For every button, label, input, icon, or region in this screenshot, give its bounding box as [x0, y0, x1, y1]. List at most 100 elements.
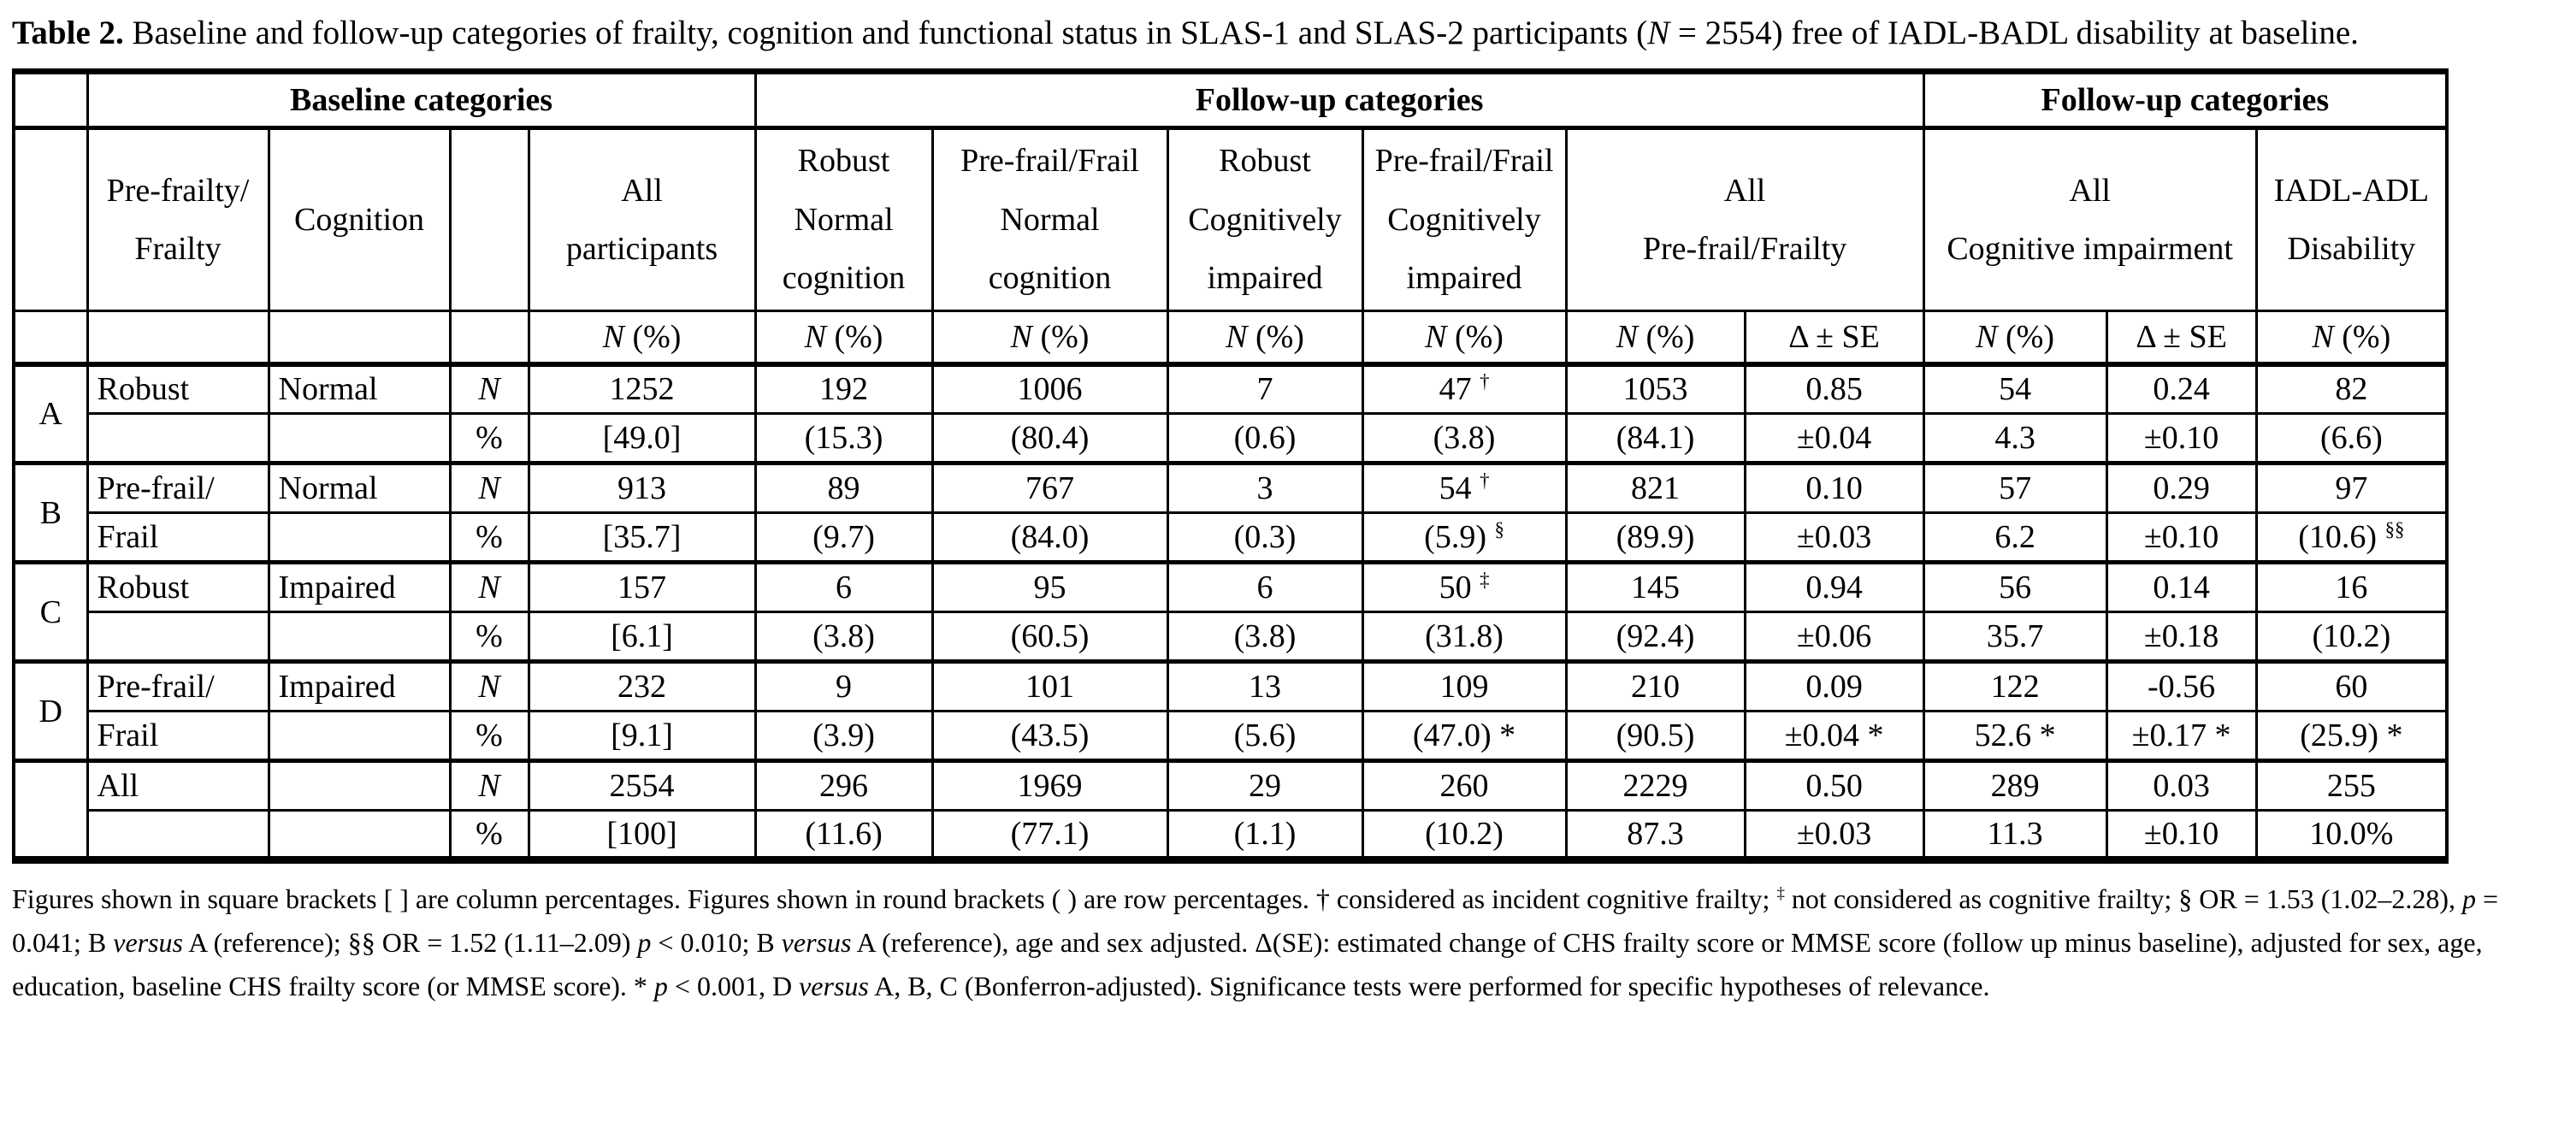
table-cell: Pre-frail/: [86, 463, 270, 515]
table-cell: 210: [1564, 661, 1746, 713]
table-row-pct: Frail% [9.1] (3.9) (43.5) (5.6) (47.0) * (90.5…: [14, 711, 2449, 761]
table-cell: (84.0): [931, 512, 1169, 563]
header-measure-cell: N (%): [1166, 310, 1364, 367]
table-cell: (92.4): [1564, 611, 1746, 662]
header-column-row: Pre-frailty/Frailty Cognition All participa…: [12, 127, 2449, 312]
table-cell: 87.3: [1564, 810, 1746, 860]
table-cell: 821: [1564, 463, 1746, 515]
table-cell: 0.29: [2105, 463, 2258, 515]
header-measure-cell: N (%): [1564, 310, 1746, 367]
header-measure-cell: N (%): [931, 310, 1169, 367]
table-cell: (15.3): [753, 413, 934, 464]
table-cell: 11.3: [1922, 810, 2108, 860]
table-cell: 109: [1361, 661, 1568, 713]
table-cell: (3.8): [1166, 611, 1364, 662]
table-cell: Frail: [86, 711, 270, 761]
table-cell: (5.9) §: [1361, 512, 1568, 563]
table-cell: (3.9): [753, 711, 934, 761]
table-cell: N: [448, 661, 530, 713]
table-cell: 13: [1166, 661, 1364, 713]
table-cell: 7: [1166, 363, 1364, 416]
header-measure-cell: N (%): [1361, 310, 1568, 367]
header-column-cell: [448, 127, 530, 312]
table-cell: 35.7: [1922, 611, 2108, 662]
header-group-row: Baseline categories Follow-up categories F…: [12, 71, 2449, 131]
table-cell: 1006: [931, 363, 1169, 416]
table-cell: 1053: [1564, 363, 1746, 416]
table-cell: 232: [527, 661, 757, 713]
table-cell: 0.50: [1743, 760, 1925, 812]
table-cell: ±0.18: [2105, 611, 2258, 662]
table-cell: (80.4): [931, 413, 1169, 464]
row-group: All N 2554 296 1969 29 260 2229 0.50 289 0.03 255%[…: [12, 760, 2449, 860]
data-table: Baseline categories Follow-up categories F…: [12, 68, 2449, 865]
table-cell: 0.03: [2105, 760, 2258, 812]
table-cell: [86, 413, 270, 464]
header-measure-cell: [267, 310, 452, 367]
table-cell: [86, 611, 270, 662]
table-cell: [49.0]: [527, 413, 757, 464]
table-cell: 97: [2254, 463, 2449, 515]
table-cell: 3: [1166, 463, 1364, 515]
table-cell: 52.6 *: [1922, 711, 2108, 761]
table-cell: %: [448, 512, 530, 563]
table-cell: 82: [2254, 363, 2449, 416]
table-cell: [267, 611, 452, 662]
table-cell: ±0.10: [2105, 413, 2258, 464]
table-cell: ±0.04: [1743, 413, 1925, 464]
table-cell: 2554: [527, 760, 757, 812]
table-cell: %: [448, 810, 530, 860]
table-cell: Impaired: [267, 661, 452, 713]
table-cell: ±0.03: [1743, 810, 1925, 860]
table-row-n: All N 2554 296 1969 29 260 2229 0.50 289 0.03 255: [12, 760, 2449, 860]
table-cell: 50 ‡: [1361, 562, 1568, 614]
row-group: B Pre-frail/Normal N 913 89 767 3 54 † 821 0.10 57…: [12, 463, 2449, 563]
table-cell: 56: [1922, 562, 2108, 614]
table-cell: Impaired: [267, 562, 452, 614]
table-cell: Pre-frail/: [86, 661, 270, 713]
row-letter: [12, 760, 89, 860]
table-cell: (3.8): [1361, 413, 1568, 464]
table-row-pct: % [49.0] (15.3) (80.4) (0.6) (3.8) (84.1) ±0.04…: [14, 413, 2449, 464]
table-cell: [100]: [527, 810, 757, 860]
header-group-cell: Follow-up categories: [753, 71, 1925, 131]
table-row-pct: % [100] (11.6) (77.1) (1.1) (10.2) 87.3 ±0.03 11…: [14, 810, 2449, 860]
table-cell: 101: [931, 661, 1169, 713]
table-cell: (90.5): [1564, 711, 1746, 761]
table-cell: Frail: [86, 512, 270, 563]
table-row-n: B Pre-frail/Normal N 913 89 767 3 54 † 821 0.10 57…: [12, 463, 2449, 563]
row-letter: D: [12, 661, 89, 761]
table-cell: 1252: [527, 363, 757, 416]
table-cell: 157: [527, 562, 757, 614]
table-row-n: A Robust Normal N 1252 192 1006 7 47 † 1053 0.85 54…: [12, 363, 2449, 464]
table-cell: (31.8): [1361, 611, 1568, 662]
table-cell: (10.6) §§: [2254, 512, 2449, 563]
row-group: D Pre-frail/Impaired N 232 9 101 13 109 210 0.09 1…: [12, 661, 2449, 761]
header-group-cell: Follow-up categories: [1922, 71, 2449, 131]
table-cell: N: [448, 562, 530, 614]
table-cell: Robust: [86, 363, 270, 416]
table-cell: (77.1): [931, 810, 1169, 860]
table-cell: %: [448, 413, 530, 464]
table-cell: Normal: [267, 363, 452, 416]
table-cell: (5.6): [1166, 711, 1364, 761]
table-cell: 192: [753, 363, 934, 416]
table-cell: 57: [1922, 463, 2108, 515]
table-cell: 122: [1922, 661, 2108, 713]
table-cell: (9.7): [753, 512, 934, 563]
table-cell: (47.0) *: [1361, 711, 1568, 761]
table-cell: (10.2): [1361, 810, 1568, 860]
table-cell: (3.8): [753, 611, 934, 662]
header-column-cell: Pre-frailty/Frailty: [86, 127, 270, 312]
header-column-cell: Robust Normal cognition: [753, 127, 934, 312]
header-measure-cell: N (%): [753, 310, 934, 367]
table-cell: 10.0%: [2254, 810, 2449, 860]
table-cell: 0.14: [2105, 562, 2258, 614]
table-cell: 6.2: [1922, 512, 2108, 563]
table-cell: 60: [2254, 661, 2449, 713]
table-cell: 0.94: [1743, 562, 1925, 614]
table-cell: [9.1]: [527, 711, 757, 761]
header-measure-cell: [448, 310, 530, 367]
table-cell: 16: [2254, 562, 2449, 614]
table-row-n: C Robust Impaired N 157 6 95 6 50 ‡ 145 0.94 56 0.14…: [12, 562, 2449, 662]
